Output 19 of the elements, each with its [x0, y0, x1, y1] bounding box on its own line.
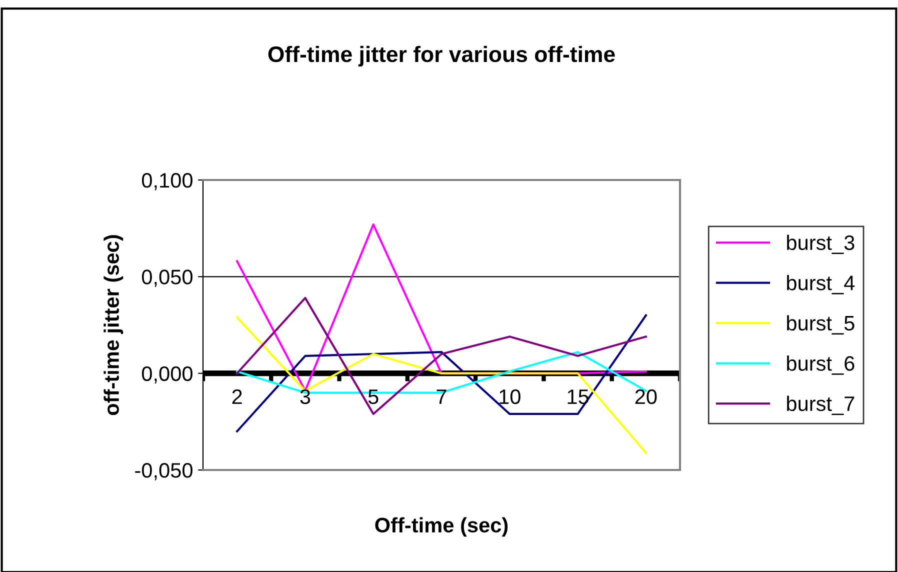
y-axis-title: off-time jitter (sec) — [104, 235, 124, 416]
legend-label: burst_5 — [787, 315, 854, 335]
legend-label: burst_3 — [787, 234, 854, 254]
x-tick-label: 20 — [635, 389, 657, 404]
x-tick-label: 5 — [368, 390, 378, 404]
y-tick-label: 0,100 — [142, 173, 192, 190]
legend-label: burst_4 — [787, 275, 855, 294]
x-tick-label: 3 — [300, 389, 310, 404]
x-axis-title: Off-time (sec) — [375, 517, 508, 537]
y-tick-label: 0,050 — [142, 270, 192, 287]
y-tick-label: 0,000 — [142, 366, 192, 384]
x-tick-label: 2 — [232, 389, 242, 404]
x-tick-label: 7 — [436, 390, 446, 404]
legend-label: burst_7 — [787, 396, 854, 416]
x-tick-label: 15 — [568, 390, 588, 404]
legend-label: burst_6 — [787, 356, 854, 375]
chart-title: Off-time jitter for various off-time — [268, 46, 615, 67]
y-tick-label: -0,050 — [135, 463, 192, 480]
x-tick-label: 10 — [500, 389, 520, 404]
